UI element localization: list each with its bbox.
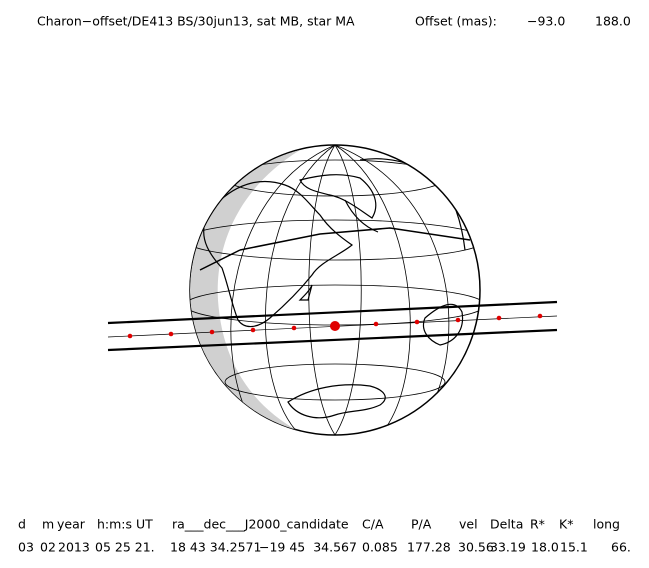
offset-value: 188.0 <box>595 14 631 29</box>
column-header: K* <box>559 517 573 532</box>
table-cell: 02 <box>40 540 56 555</box>
column-header: m <box>42 517 54 532</box>
table-cell: 177.28 <box>407 540 451 555</box>
table-cell: 03 <box>18 540 34 555</box>
table-cell: 2013 <box>58 540 90 555</box>
column-header: long <box>593 517 620 532</box>
table-cell: 05 25 21. <box>95 540 155 555</box>
table-cell: 18 43 34.2571 <box>170 540 261 555</box>
column-header: h:m:s UT <box>97 517 153 532</box>
column-header: C/A <box>362 517 384 532</box>
table-cell: 30.56 <box>458 540 494 555</box>
column-header: year <box>57 517 86 532</box>
column-header: Delta <box>490 517 523 532</box>
globe <box>189 144 481 436</box>
title: Charon−offset/DE413 BS/30jun13, sat MB, … <box>37 14 355 29</box>
track-points <box>127 313 543 339</box>
table-cell: 18.0 <box>531 540 559 555</box>
table-cell: 15.1 <box>560 540 588 555</box>
column-header: ra___dec___J2000_candidate <box>172 517 349 532</box>
offset-value: −93.0 <box>527 14 565 29</box>
table-cell: 0.085 <box>362 540 398 555</box>
data-table: d m year h:m:s UT ra___dec___J2000_candidate… <box>18 517 631 555</box>
offset-label: Offset (mas): <box>415 14 497 29</box>
table-cell: 33.19 <box>490 540 526 555</box>
table-cell: −19 45 34.567 <box>259 540 357 555</box>
column-header: vel <box>459 517 478 532</box>
table-cell: 66. <box>611 540 631 555</box>
column-header: d <box>18 517 26 532</box>
column-header: R* <box>530 517 545 532</box>
column-header: P/A <box>411 517 432 532</box>
